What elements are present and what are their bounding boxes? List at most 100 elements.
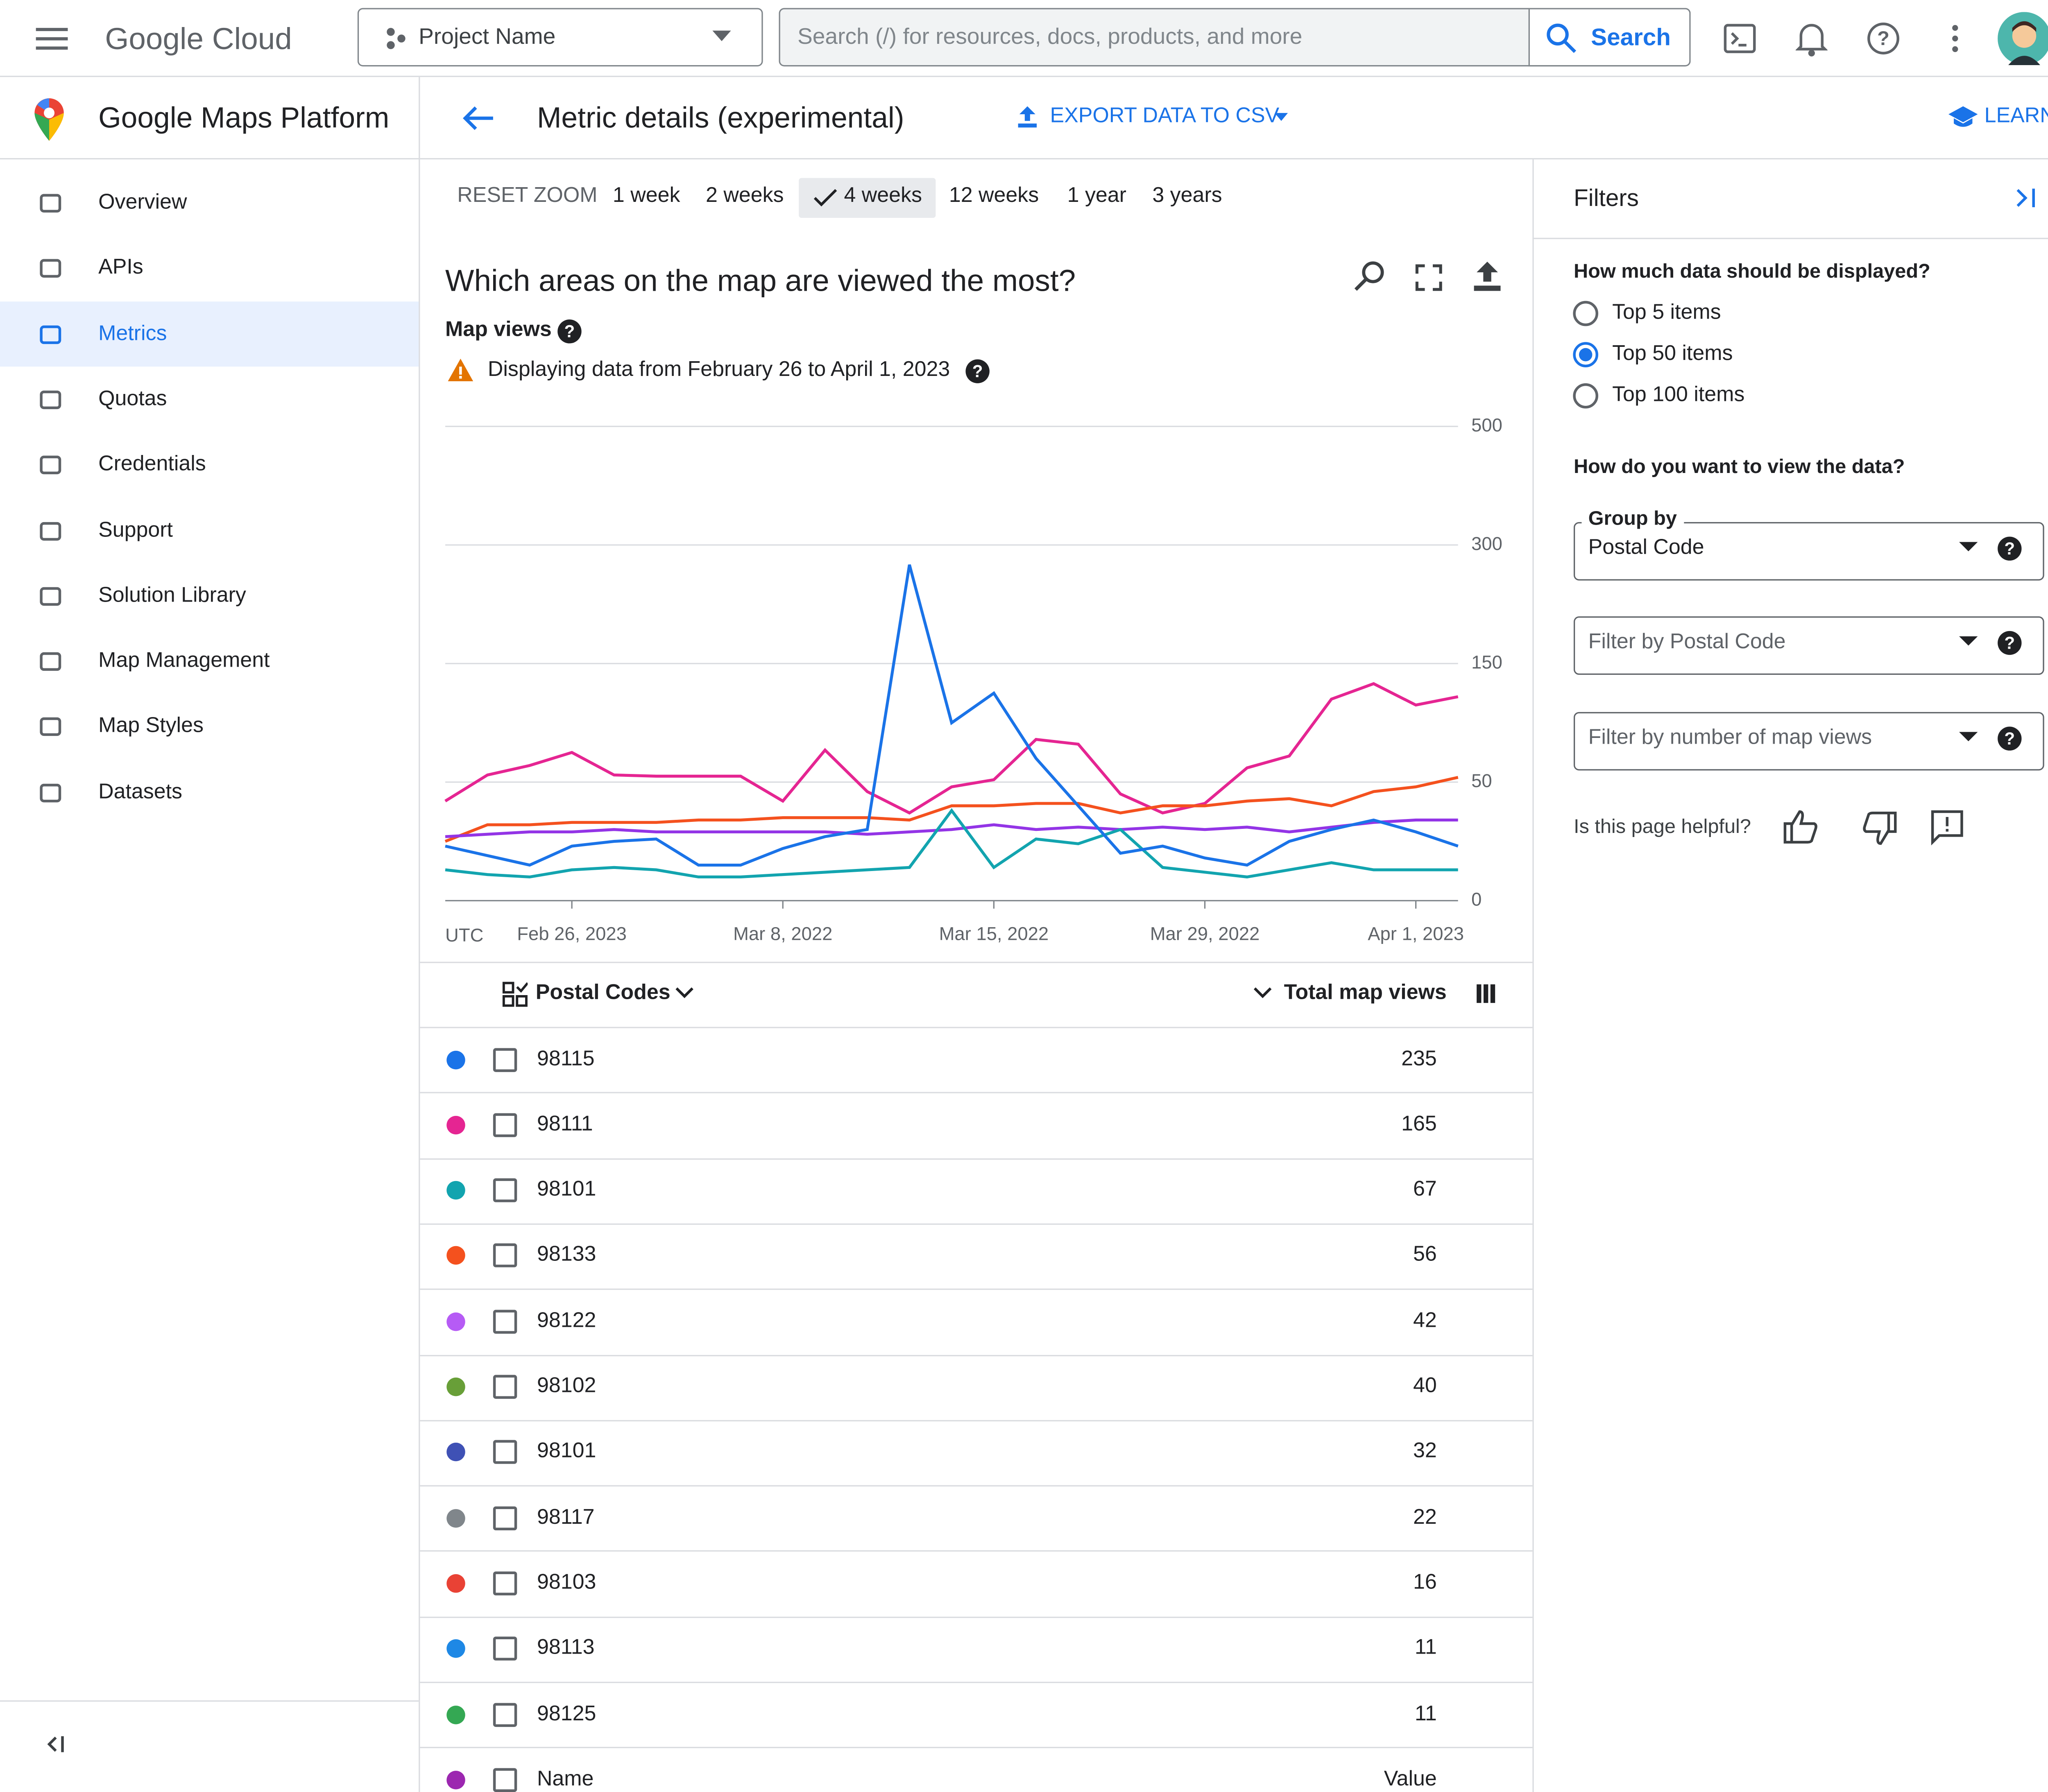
row-checkbox[interactable]: [493, 1309, 517, 1333]
nav-item[interactable]: Support: [98, 518, 173, 541]
row-code[interactable]: 98133: [537, 1244, 596, 1267]
sidebar-border: [419, 77, 420, 1792]
x-tick-label: Feb 26, 2023: [517, 923, 627, 944]
range-option[interactable]: 1 week: [612, 184, 680, 208]
row-checkbox[interactable]: [493, 1637, 517, 1661]
export-dropdown[interactable]: [1274, 113, 1288, 121]
nav-item[interactable]: APIs: [98, 257, 143, 280]
views-filter[interactable]: [1573, 712, 2044, 771]
y-tick-label: 0: [1471, 889, 1482, 910]
row-checkbox[interactable]: [493, 1506, 517, 1530]
row-code[interactable]: 98117: [537, 1506, 595, 1529]
row-checkbox[interactable]: [493, 1767, 517, 1792]
row-code[interactable]: 98122: [537, 1309, 596, 1332]
feedback-question: Is this page helpful?: [1573, 815, 1751, 838]
help-icon[interactable]: ?: [965, 359, 990, 384]
reset-zoom[interactable]: RESET ZOOM: [457, 184, 598, 208]
divider: [1532, 238, 2048, 239]
range-option[interactable]: 12 weeks: [949, 184, 1039, 208]
chevron[interactable]: [675, 987, 693, 1000]
nav-item[interactable]: Quotas: [98, 387, 167, 411]
filter-question: How do you want to view the data?: [1573, 455, 1905, 478]
row-code[interactable]: 98113: [537, 1637, 595, 1660]
nav-icon-shape: [40, 652, 61, 671]
avatar[interactable]: [1998, 12, 2048, 65]
row-color: [446, 1377, 465, 1396]
row-checkbox[interactable]: [493, 1244, 517, 1268]
thumbs-up[interactable]: [1783, 810, 1817, 844]
active-highlight: [0, 301, 419, 366]
nav-item[interactable]: Datasets: [98, 781, 183, 803]
row-code[interactable]: 98101: [537, 1440, 596, 1463]
row-code[interactable]: 98103: [537, 1571, 596, 1594]
range-option[interactable]: 4 weeks: [844, 184, 922, 208]
row-checkbox[interactable]: [493, 1047, 517, 1072]
row-code[interactable]: 98102: [537, 1375, 596, 1398]
more-icon[interactable]: [1950, 24, 1960, 53]
back-arrow[interactable]: [461, 104, 496, 133]
nav-item[interactable]: Overview: [98, 191, 187, 214]
search-button[interactable]: [1528, 8, 1691, 67]
terminal-icon[interactable]: [1722, 21, 1757, 56]
feedback-comment[interactable]: [1931, 810, 1963, 846]
brand[interactable]: Google Cloud: [105, 21, 292, 56]
nav-item[interactable]: Solution Library: [98, 584, 246, 607]
radio-label[interactable]: Top 50 items: [1612, 342, 1733, 366]
export-button[interactable]: EXPORT DATA TO CSV: [1050, 105, 1280, 128]
group-header[interactable]: Postal Codes: [535, 982, 671, 1005]
row-checkbox[interactable]: [493, 1375, 517, 1399]
row-code[interactable]: 98111: [537, 1113, 593, 1136]
nav-item[interactable]: Map Management: [98, 649, 270, 672]
collapse-icon[interactable]: [45, 1735, 66, 1754]
zoom-icon[interactable]: [1352, 259, 1389, 294]
select-placeholder: Filter by Postal Code: [1588, 631, 1786, 654]
row-code[interactable]: 98125: [537, 1702, 596, 1725]
warning-icon: [448, 358, 473, 381]
sort-chevron[interactable]: [1253, 987, 1272, 1000]
nav-item[interactable]: Credentials: [98, 453, 206, 476]
radio[interactable]: [1571, 299, 1600, 328]
row-color: [446, 1574, 465, 1593]
row-code[interactable]: 98101: [537, 1178, 596, 1201]
row-color: [446, 1639, 465, 1658]
row-code[interactable]: Name: [537, 1767, 594, 1791]
row-checkbox[interactable]: [493, 1440, 517, 1464]
columns-icon[interactable]: [1475, 983, 1497, 1004]
value-header[interactable]: Total map views: [1284, 982, 1447, 1005]
row-checkbox[interactable]: [493, 1178, 517, 1203]
row-checkbox[interactable]: [493, 1702, 517, 1726]
radio[interactable]: [1571, 381, 1600, 410]
radio-label[interactable]: Top 5 items: [1612, 301, 1721, 324]
nav-icon: [40, 194, 61, 213]
postal-filter[interactable]: [1573, 616, 2044, 675]
color-dot: [446, 1574, 465, 1593]
nav-item[interactable]: Map Styles: [98, 715, 204, 738]
help-icon[interactable]: ?: [557, 319, 582, 344]
nav-item[interactable]: Metrics: [98, 322, 167, 345]
row-checkbox[interactable]: [493, 1113, 517, 1137]
learn-button[interactable]: LEARN: [1984, 105, 2048, 128]
project-selector[interactable]: [357, 8, 763, 67]
fullscreen-icon[interactable]: [1415, 264, 1442, 291]
color-dot: [446, 1115, 465, 1134]
svg-text:?: ?: [2004, 729, 2015, 748]
row-divider: [420, 1681, 1533, 1683]
range-option[interactable]: 1 year: [1067, 184, 1126, 208]
group-select[interactable]: [1573, 522, 2044, 581]
radio[interactable]: [1571, 340, 1600, 369]
thumbs-down[interactable]: [1863, 812, 1897, 845]
line-chart: 0 50 150 300 500 UTC Feb 26, 2023 Mar 8, 2022 Ma…: [444, 414, 1502, 946]
menu-icon[interactable]: [36, 25, 68, 52]
help-icon[interactable]: ?: [1866, 21, 1901, 56]
x-tick-label: Mar 8, 2022: [733, 923, 832, 944]
range-option[interactable]: 2 weeks: [706, 184, 784, 208]
bell-icon[interactable]: [1795, 20, 1828, 57]
range-option[interactable]: 3 years: [1152, 184, 1222, 208]
select-placeholder: Filter by number of map views: [1588, 726, 1872, 749]
close-panel[interactable]: [2014, 187, 2037, 208]
radio-label[interactable]: Top 100 items: [1612, 384, 1745, 407]
share-icon[interactable]: [1471, 260, 1503, 292]
row-checkbox[interactable]: [493, 1571, 517, 1595]
row-code[interactable]: 98115: [537, 1047, 595, 1070]
